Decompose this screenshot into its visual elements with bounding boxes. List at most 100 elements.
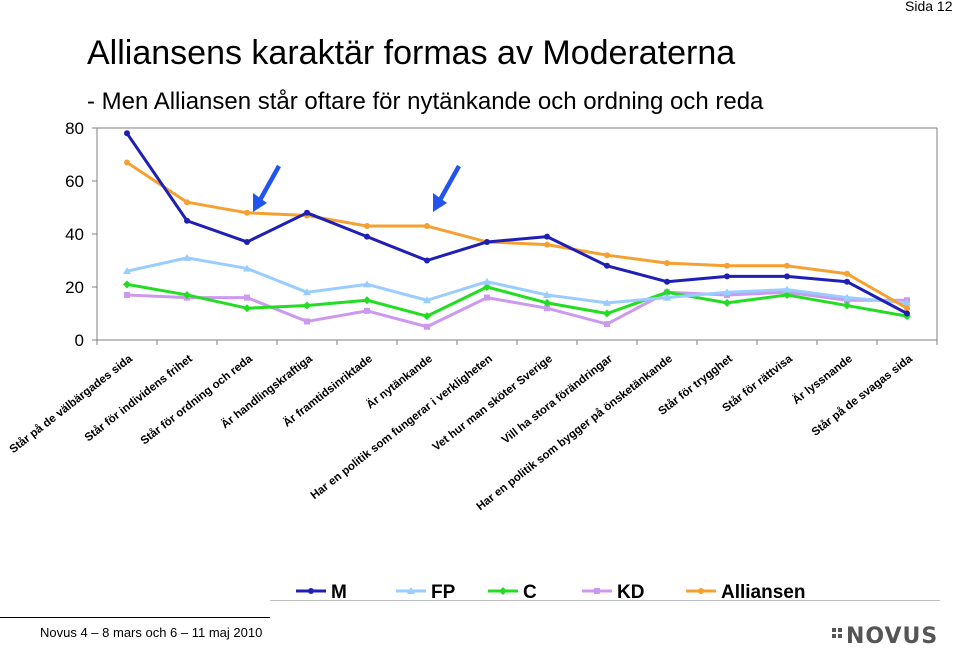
- data-point-m: [784, 273, 790, 280]
- data-point-alliansen: [724, 262, 730, 269]
- data-point-kd: [364, 307, 370, 314]
- data-point-kd: [484, 294, 490, 301]
- series-line-fp: [126, 256, 908, 305]
- arrow-shaft: [438, 164, 461, 202]
- data-point-alliansen: [604, 252, 610, 259]
- data-point-kd: [304, 318, 310, 325]
- data-point-c: [663, 288, 671, 297]
- data-point-c: [363, 296, 371, 305]
- data-point-c: [543, 298, 551, 307]
- y-tick-label: 0: [75, 331, 84, 350]
- data-point-fp: [423, 296, 431, 304]
- data-point-fp: [663, 293, 671, 301]
- category-label: Står på de svagas sida: [810, 353, 916, 439]
- category-label: Är lyssnande: [790, 352, 855, 407]
- page-title: Alliansens karaktär formas av Moderatern…: [87, 34, 736, 72]
- data-point-alliansen: [364, 223, 370, 230]
- data-point-c: [123, 280, 131, 289]
- data-point-fp: [783, 285, 791, 293]
- data-point-fp: [363, 280, 371, 288]
- data-point-m: [904, 310, 910, 317]
- data-point-alliansen: [844, 270, 850, 277]
- data-point-kd: [424, 323, 430, 330]
- legend-item-fp: FP: [396, 582, 456, 603]
- series-c: [123, 280, 911, 321]
- annotation-arrows: [253, 164, 461, 212]
- category-label: Vet hur man sköter Sverige: [431, 353, 555, 454]
- data-point-m: [124, 130, 130, 137]
- chart-legend: M FP C KD Alliansen: [296, 582, 805, 603]
- legend-marker: [407, 587, 415, 594]
- legend-label: C: [523, 582, 537, 603]
- footer-text: Novus 4 – 8 mars och 6 – 11 maj 2010: [40, 625, 263, 640]
- series-alliansen: [124, 159, 910, 312]
- data-point-c: [183, 290, 191, 299]
- data-point-alliansen: [784, 262, 790, 269]
- novus-logo: NOVUS: [832, 622, 952, 649]
- legend-item-c: C: [488, 582, 537, 603]
- y-tick-label: 20: [65, 278, 84, 297]
- data-point-m: [844, 278, 850, 285]
- data-point-alliansen: [244, 209, 250, 216]
- series-fp: [123, 253, 911, 306]
- data-point-c: [423, 312, 431, 321]
- arrow-head: [433, 193, 447, 212]
- page-subtitle: - Men Alliansen står oftare för nytänkan…: [87, 88, 764, 115]
- novus-logo-icon: NOVUS: [832, 624, 937, 649]
- legend-marker: [698, 588, 704, 594]
- data-point-alliansen: [424, 223, 430, 230]
- data-point-m: [484, 238, 490, 245]
- data-point-m: [304, 209, 310, 216]
- data-point-c: [723, 298, 731, 307]
- y-tick-label: 40: [65, 225, 84, 244]
- annotation-arrow: [433, 164, 461, 212]
- data-point-fp: [303, 288, 311, 296]
- data-point-alliansen: [184, 199, 190, 206]
- category-label: Står för individens frihet: [83, 353, 195, 444]
- data-point-fp: [123, 267, 131, 275]
- data-point-c: [303, 301, 311, 310]
- data-point-kd: [244, 294, 250, 301]
- data-point-fp: [183, 253, 191, 261]
- legend-divider: [270, 600, 940, 601]
- legend-marker: [499, 587, 507, 595]
- data-point-m: [664, 278, 670, 285]
- data-point-fp: [843, 293, 851, 301]
- data-point-c: [243, 304, 251, 313]
- legend-item-alliansen: Alliansen: [686, 582, 805, 603]
- data-point-alliansen: [904, 305, 910, 312]
- data-point-m: [184, 217, 190, 224]
- legend-label: Alliansen: [721, 582, 805, 603]
- data-point-m: [364, 233, 370, 240]
- data-point-fp: [603, 298, 611, 306]
- series-line-c: [126, 282, 908, 318]
- data-point-m: [424, 257, 430, 264]
- legend-marker: [308, 588, 314, 594]
- series-line-alliansen: [126, 161, 908, 310]
- data-point-alliansen: [664, 260, 670, 267]
- category-label: Står på de välbärgades sida: [8, 353, 136, 456]
- data-point-fp: [483, 277, 491, 285]
- data-point-m: [544, 233, 550, 240]
- data-point-kd: [544, 305, 550, 312]
- category-label: Vill ha stora förändringar: [500, 353, 615, 447]
- data-point-c: [783, 290, 791, 299]
- series-line-kd: [126, 290, 907, 329]
- data-point-alliansen: [544, 241, 550, 248]
- footer-divider: [0, 617, 270, 618]
- data-point-c: [843, 301, 851, 310]
- data-point-kd: [604, 321, 610, 328]
- arrow-head: [253, 193, 267, 212]
- series-m: [124, 130, 910, 317]
- series-line-m: [125, 132, 908, 315]
- data-point-m: [244, 238, 250, 245]
- data-point-fp: [543, 290, 551, 298]
- legend-item-kd: KD: [582, 582, 644, 603]
- chart-axes: 0 20 40 60 80: [65, 119, 938, 350]
- annotation-arrow: [253, 164, 281, 212]
- legend-label: FP: [431, 582, 456, 603]
- legend-item-m: M: [296, 582, 347, 603]
- series-lines: [123, 130, 911, 330]
- y-tick-label: 60: [65, 172, 84, 191]
